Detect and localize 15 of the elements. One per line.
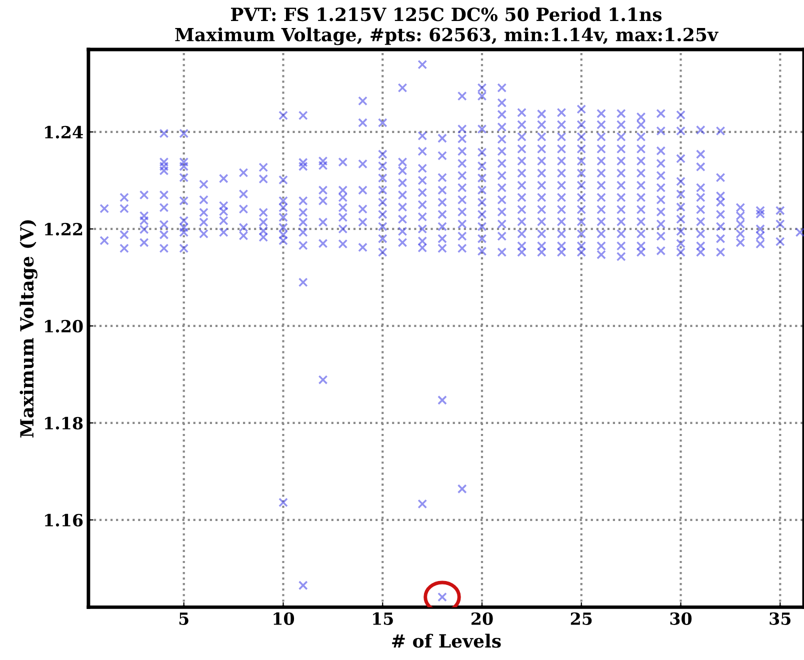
x-tick-label: 15 [373, 612, 393, 625]
y-tick-label: 1.16 [45, 514, 83, 526]
x-tick-label: 20 [472, 612, 493, 625]
x-tick-label: 10 [274, 612, 294, 625]
x-tick-label: 5 [179, 612, 188, 625]
chart-title: PVT: FS 1.215V 125C DC% 50 Period 1.1ns Maximum Voltage, #pts: 62563, min:1.14v, max:1.25v [175, 7, 718, 46]
x-tick-label: 35 [770, 612, 790, 625]
x-tick-label: 25 [570, 612, 592, 625]
y-tick-label: 1.24 [45, 126, 83, 139]
y-axis-title: Maximum Voltage (V) [20, 220, 38, 438]
y-tick-label: 1.20 [45, 320, 83, 332]
x-tick-label: 30 [670, 612, 692, 625]
y-tick-label: 1.18 [45, 416, 83, 430]
y-tick-label: 1.22 [45, 222, 82, 236]
x-axis-title: # of Levels [392, 634, 501, 648]
